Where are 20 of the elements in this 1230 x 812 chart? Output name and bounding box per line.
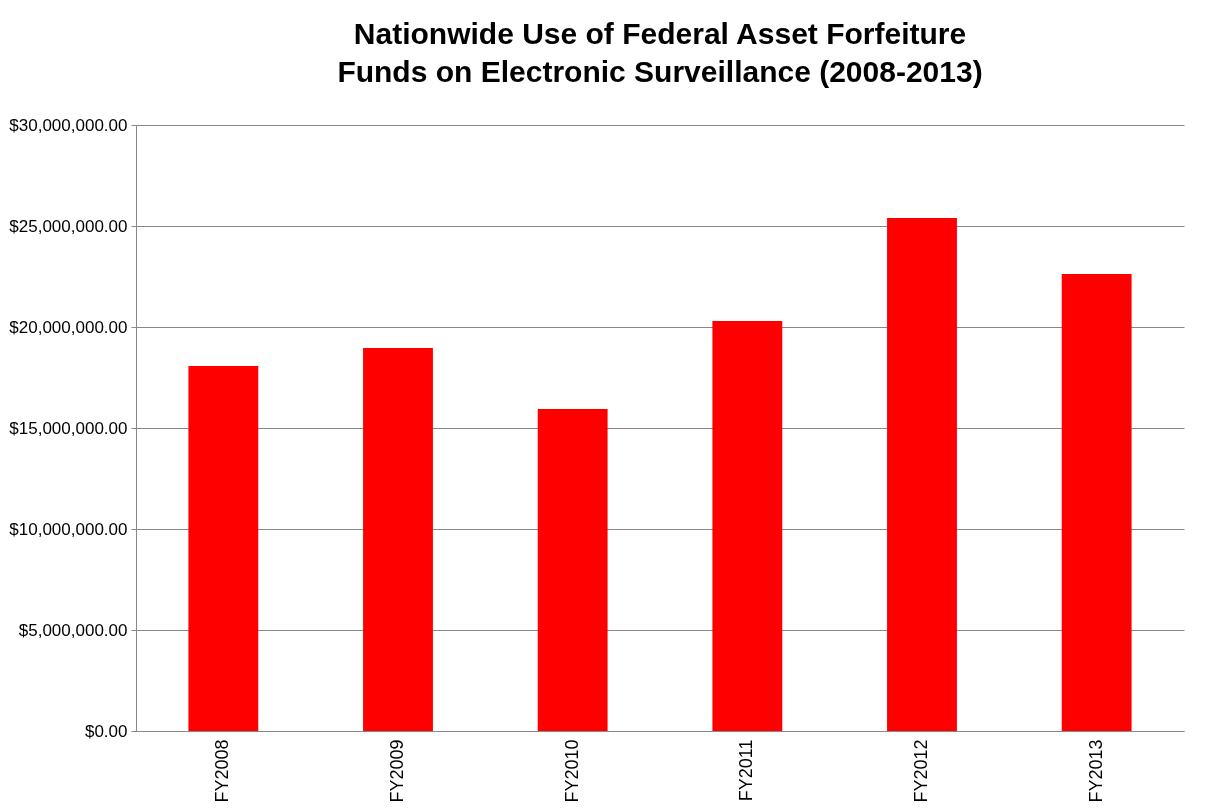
- bar: [1061, 274, 1132, 731]
- y-tick-label: $0.00: [84, 721, 128, 741]
- y-tick-label: $15,000,000.00: [9, 418, 128, 438]
- y-tick-label: $20,000,000.00: [9, 317, 128, 337]
- x-tick-label: FY2013: [1085, 739, 1106, 803]
- x-tick-label: FY2011: [736, 739, 757, 802]
- bar: [188, 365, 259, 731]
- y-tick-label: $5,000,000.00: [18, 620, 128, 640]
- bar: [537, 409, 608, 731]
- bar: [712, 320, 783, 731]
- x-tick-label: FY2010: [561, 739, 582, 803]
- y-tick-label: $25,000,000.00: [9, 216, 128, 236]
- bar: [887, 217, 957, 731]
- y-tick-label: $10,000,000.00: [9, 519, 128, 539]
- x-tick-label: FY2009: [387, 739, 407, 803]
- x-tick-label: FY2008: [212, 739, 233, 803]
- chart-title: Nationwide Use of Federal Asset Forfeiture Funds on Electronic Surveillance (2008-2013): [337, 17, 983, 88]
- x-tick-label: FY2012: [911, 739, 931, 803]
- bar: [363, 348, 433, 731]
- y-tick-label: $30,000,000.00: [9, 115, 128, 135]
